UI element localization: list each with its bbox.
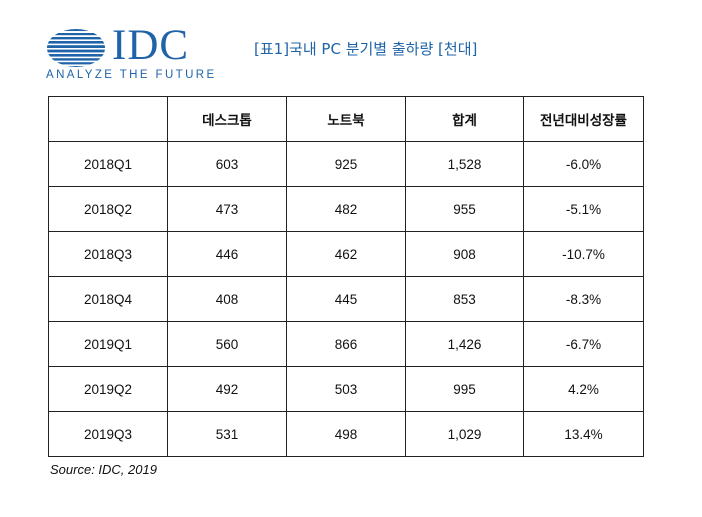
cell-total: 908 [405, 231, 524, 277]
cell-total: 853 [405, 276, 524, 322]
cell-notebook: 498 [286, 411, 406, 457]
column-header-desktop: 데스크톱 [167, 96, 287, 142]
cell-yoy-growth: -6.0% [523, 141, 644, 187]
cell-notebook: 445 [286, 276, 406, 322]
table-row: 2019Q2 492 503 995 4.2% [48, 366, 644, 412]
logo-wordmark: IDC [112, 22, 190, 69]
cell-period: 2019Q3 [48, 411, 168, 457]
cell-yoy-growth: 13.4% [523, 411, 644, 457]
column-header-period [48, 96, 168, 142]
table-row: 2018Q4 408 445 853 -8.3% [48, 276, 644, 322]
cell-total: 1,528 [405, 141, 524, 187]
cell-yoy-growth: -10.7% [523, 231, 644, 277]
cell-period: 2018Q1 [48, 141, 168, 187]
cell-notebook: 462 [286, 231, 406, 277]
cell-period: 2018Q2 [48, 186, 168, 232]
cell-desktop: 473 [167, 186, 287, 232]
cell-total: 955 [405, 186, 524, 232]
table-row: 2019Q1 560 866 1,426 -6.7% [48, 321, 644, 367]
table-row: 2018Q3 446 462 908 -10.7% [48, 231, 644, 277]
cell-notebook: 482 [286, 186, 406, 232]
shipments-table: 데스크톱 노트북 합계 전년대비성장률 2018Q1 603 925 1,528… [48, 96, 644, 457]
cell-period: 2019Q2 [48, 366, 168, 412]
table-row: 2018Q1 603 925 1,528 -6.0% [48, 141, 644, 187]
cell-desktop: 560 [167, 321, 287, 367]
cell-yoy-growth: -5.1% [523, 186, 644, 232]
cell-desktop: 531 [167, 411, 287, 457]
cell-total: 1,426 [405, 321, 524, 367]
cell-desktop: 446 [167, 231, 287, 277]
cell-yoy-growth: -8.3% [523, 276, 644, 322]
cell-yoy-growth: -6.7% [523, 321, 644, 367]
source-note: Source: IDC, 2019 [50, 462, 157, 477]
table-row: 2018Q2 473 482 955 -5.1% [48, 186, 644, 232]
cell-period: 2019Q1 [48, 321, 168, 367]
cell-period: 2018Q4 [48, 276, 168, 322]
cell-total: 1,029 [405, 411, 524, 457]
cell-desktop: 492 [167, 366, 287, 412]
cell-total: 995 [405, 366, 524, 412]
column-header-total: 합계 [405, 96, 524, 142]
cell-desktop: 603 [167, 141, 287, 187]
table-header-row: 데스크톱 노트북 합계 전년대비성장률 [48, 96, 644, 142]
cell-notebook: 925 [286, 141, 406, 187]
page-title: [표1]국내 PC 분기별 출하량 [천대] [254, 40, 478, 58]
cell-period: 2018Q3 [48, 231, 168, 277]
cell-yoy-growth: 4.2% [523, 366, 644, 412]
cell-desktop: 408 [167, 276, 287, 322]
logo-tagline: ANALYZE THE FUTURE [46, 69, 217, 81]
cell-notebook: 866 [286, 321, 406, 367]
column-header-notebook: 노트북 [286, 96, 406, 142]
globe-icon [47, 29, 105, 67]
idc-logo: IDC ANALYZE THE FUTURE [46, 24, 214, 84]
column-header-yoy-growth: 전년대비성장률 [523, 96, 644, 142]
table-row: 2019Q3 531 498 1,029 13.4% [48, 411, 644, 457]
cell-notebook: 503 [286, 366, 406, 412]
